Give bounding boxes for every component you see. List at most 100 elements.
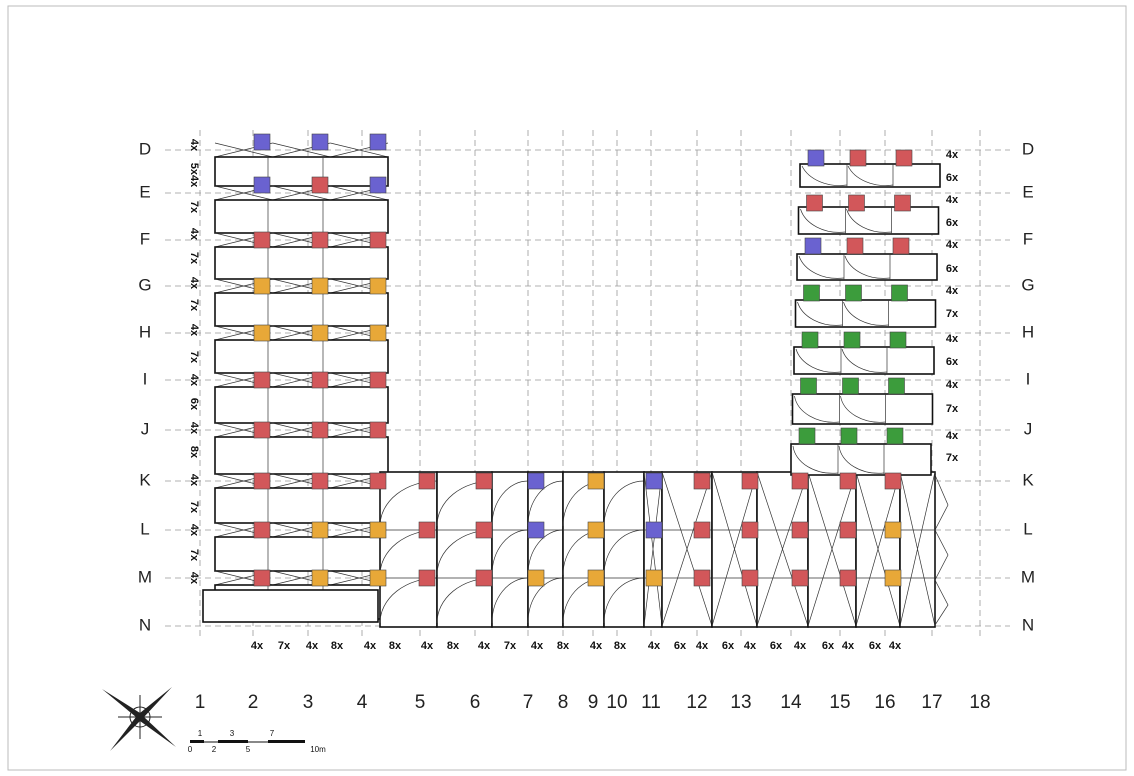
column-marker xyxy=(846,237,864,255)
row-label: H xyxy=(1022,322,1034,341)
column-marker xyxy=(848,194,865,212)
door-arc xyxy=(798,255,845,279)
row-label: E xyxy=(139,182,150,201)
bay xyxy=(379,471,438,628)
frame xyxy=(7,5,1127,771)
row-label: I xyxy=(1026,369,1031,388)
door-arc xyxy=(847,165,894,186)
column-marker xyxy=(418,521,436,539)
column-marker xyxy=(840,427,858,445)
column-marker xyxy=(806,194,823,212)
row-label: J xyxy=(1024,419,1033,438)
module-label: 4x xyxy=(744,640,757,652)
module-label: 4x xyxy=(478,640,491,652)
module-label: 4x xyxy=(188,524,200,537)
bay xyxy=(214,156,389,187)
module-label: 4x xyxy=(696,640,709,652)
column-marker xyxy=(693,472,711,490)
door-arc xyxy=(792,445,839,474)
door-arc xyxy=(844,255,891,279)
column-marker xyxy=(587,569,605,587)
bay xyxy=(793,346,935,375)
column-marker xyxy=(253,569,271,587)
column-marker xyxy=(311,421,329,439)
column-marker xyxy=(842,377,859,395)
module-label: 4x xyxy=(188,572,200,585)
module-label: 8x xyxy=(557,640,570,652)
module-label: 4x xyxy=(364,640,377,652)
module-label: 6x xyxy=(188,398,200,411)
module-label: 4x xyxy=(188,374,200,387)
column-marker xyxy=(888,377,905,395)
module-label: 4x xyxy=(531,640,544,652)
column-marker xyxy=(645,569,663,587)
module-label: 4x xyxy=(188,324,200,337)
bay xyxy=(796,253,938,281)
column-marker xyxy=(369,324,387,342)
bay xyxy=(794,299,937,328)
bay xyxy=(214,246,389,280)
row-label: N xyxy=(139,615,151,634)
module-label: 4x xyxy=(946,239,959,251)
column-marker xyxy=(369,472,387,490)
module-label: 7x xyxy=(188,351,200,364)
column-marker xyxy=(587,472,605,490)
module-label: 6x xyxy=(674,640,687,652)
module-label: 8x xyxy=(188,446,200,459)
module-label: 6x xyxy=(946,356,959,368)
scale-label: 10m xyxy=(310,745,326,754)
module-label: 7x xyxy=(946,308,959,320)
module-label: 8x xyxy=(614,640,627,652)
col-label: 6 xyxy=(470,692,481,713)
module-label: 4x xyxy=(946,194,959,206)
bay xyxy=(214,487,389,524)
module-label: 4x xyxy=(794,640,807,652)
column-marker xyxy=(311,133,329,151)
module-label: 6x xyxy=(822,640,835,652)
column-marker xyxy=(839,472,857,490)
column-marker xyxy=(311,231,329,249)
column-marker xyxy=(894,194,911,212)
column-marker xyxy=(800,377,817,395)
row-label: N xyxy=(1022,615,1034,634)
column-marker xyxy=(791,472,809,490)
row-label: I xyxy=(143,369,148,388)
column-marker xyxy=(311,176,329,194)
module-label: 7x xyxy=(188,201,200,214)
col-label: 18 xyxy=(969,692,990,713)
column-marker xyxy=(369,569,387,587)
row-label: G xyxy=(138,275,151,294)
scale-label: 1 xyxy=(198,729,203,738)
column-marker xyxy=(311,472,329,490)
module-label: 7x xyxy=(504,640,517,652)
module-label: 7x xyxy=(278,640,291,652)
scale-label: 3 xyxy=(230,729,235,738)
row-label: E xyxy=(1022,182,1033,201)
module-label: 4x xyxy=(188,228,200,241)
strip xyxy=(899,471,936,627)
bay xyxy=(799,163,941,188)
column-marker xyxy=(884,569,902,587)
door-arc xyxy=(603,529,645,576)
column-marker xyxy=(369,133,387,151)
strip xyxy=(661,471,713,627)
module-label: 7x xyxy=(188,501,200,514)
column-marker xyxy=(645,521,663,539)
bay xyxy=(527,471,564,628)
column-marker xyxy=(369,421,387,439)
column-marker xyxy=(801,331,819,349)
col-label: 10 xyxy=(606,692,627,713)
door-arc xyxy=(491,529,529,576)
column-marker xyxy=(843,331,861,349)
module-label: 7x xyxy=(188,549,200,562)
door-arc xyxy=(527,480,564,527)
column-marker xyxy=(253,521,271,539)
column-marker xyxy=(886,427,904,445)
column-marker xyxy=(369,176,387,194)
column-marker xyxy=(803,284,820,302)
door-arc xyxy=(795,348,842,373)
column-marker xyxy=(311,569,329,587)
column-marker xyxy=(645,472,663,490)
module-label: 6x xyxy=(946,172,959,184)
